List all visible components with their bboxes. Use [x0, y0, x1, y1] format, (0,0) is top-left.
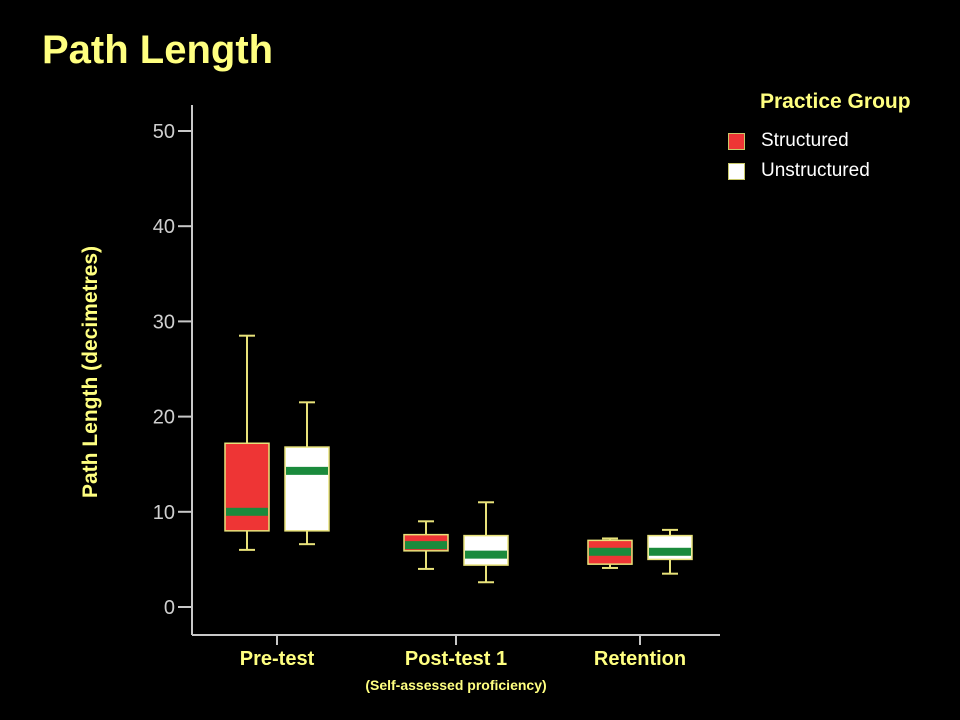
legend-items: Structured Unstructured — [728, 126, 958, 186]
legend-label: Structured — [761, 130, 849, 151]
legend-swatch — [728, 162, 745, 180]
y-tick-label: 20 — [153, 407, 175, 429]
iqr-box — [224, 442, 270, 532]
y-tick-label: 10 — [153, 502, 175, 524]
box-structured-pre-test — [224, 334, 270, 551]
median-line — [649, 547, 691, 556]
y-tick-label: 40 — [153, 216, 175, 238]
median-line — [405, 541, 447, 550]
box-unstructured-post-test-1 — [463, 501, 509, 584]
y-tick-label: 50 — [153, 121, 175, 143]
box-structured-post-test-1 — [403, 520, 449, 570]
median-line — [465, 550, 507, 559]
median-line — [226, 507, 268, 516]
box-unstructured-pre-test — [284, 401, 330, 546]
axis-labels: Pre-test Post-test 1 Retention (Self-assess… — [79, 246, 686, 693]
legend-item-unstructured: Unstructured — [728, 156, 958, 186]
legend: Practice Group Structured Unstructured — [728, 90, 958, 186]
y-axis-label: Path Length (decimetres) — [79, 246, 102, 498]
x-tick-label: Retention — [594, 648, 686, 670]
legend-item-structured: Structured — [728, 126, 958, 156]
box-unstructured-retention — [647, 528, 693, 575]
legend-swatch — [728, 132, 745, 150]
legend-title: Practice Group — [760, 90, 911, 113]
legend-label: Unstructured — [761, 160, 870, 181]
x-tick-label: Pre-test — [240, 648, 315, 670]
x-tick-label: Post-test 1 — [405, 648, 507, 670]
chart-title: Path Length — [42, 28, 274, 72]
y-tick-label: 30 — [153, 311, 175, 333]
axes: 0 10 20 30 40 50 — [153, 105, 720, 645]
box-plot-series — [224, 334, 693, 584]
median-line — [589, 547, 631, 556]
median-line — [286, 466, 328, 475]
iqr-box — [463, 534, 509, 566]
iqr-box — [647, 534, 693, 561]
iqr-box — [284, 446, 330, 532]
x-axis-label: (Self-assessed proficiency) — [365, 677, 546, 693]
y-tick-label: 0 — [164, 597, 175, 619]
box-structured-retention — [587, 537, 633, 569]
